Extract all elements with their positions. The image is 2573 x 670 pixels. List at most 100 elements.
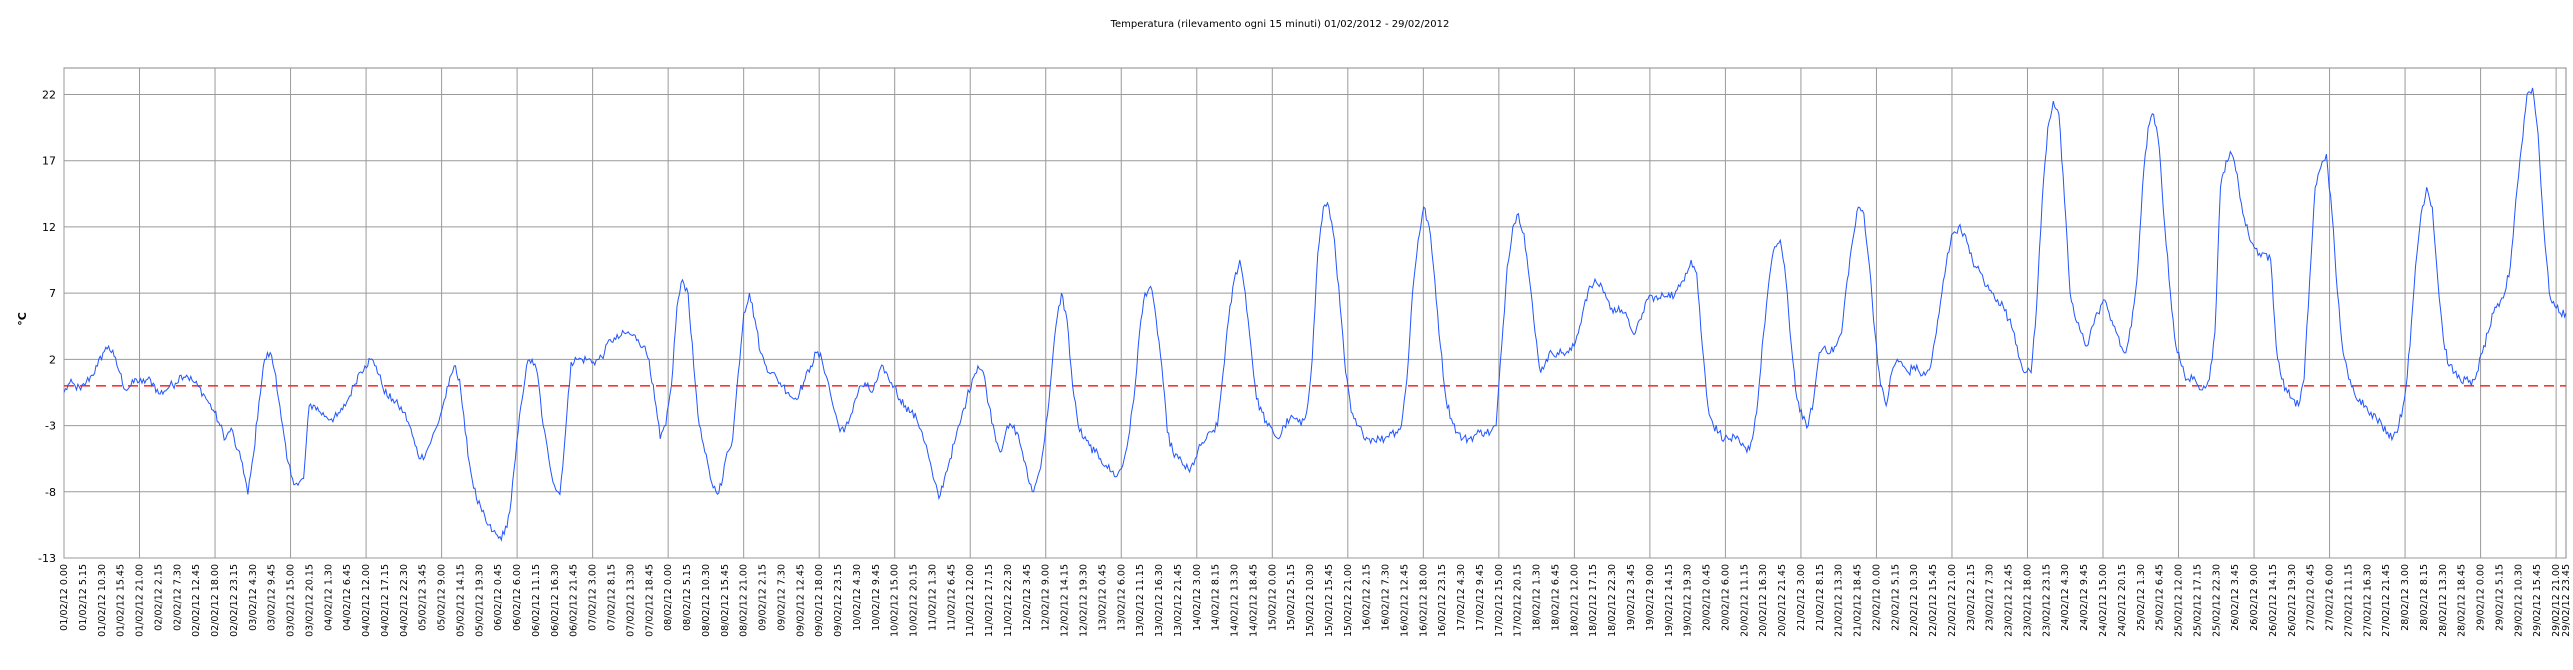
x-tick-label: 13/02/12 0.45 (1097, 564, 1108, 631)
x-tick-label: 20/02/12 0.45 (1702, 564, 1713, 631)
x-tick-label: 27/02/12 11.15 (2343, 564, 2354, 637)
x-tick-label: 06/02/12 6.00 (512, 564, 523, 631)
x-tick-label: 02/02/12 12.45 (191, 564, 202, 637)
x-tick-label: 07/02/12 3.00 (588, 564, 599, 631)
x-tick-label: 28/02/12 3.00 (2400, 564, 2411, 631)
x-tick-label: 01/02/12 21.00 (135, 564, 146, 637)
x-tick-label: 04/02/12 12.00 (361, 564, 372, 637)
x-tick-label: 03/02/12 9.45 (267, 564, 278, 631)
x-tick-label: 07/02/12 8.15 (607, 564, 618, 631)
x-tick-label: 02/02/12 7.30 (172, 564, 183, 631)
x-tick-label: 11/02/12 1.30 (927, 564, 938, 631)
x-tick-label: 20/02/12 11.15 (1739, 564, 1750, 637)
x-tick-label: 12/02/12 14.15 (1060, 564, 1071, 637)
x-tick-label: 16/02/12 23.15 (1437, 564, 1448, 637)
x-tick-label: 16/02/12 7.30 (1381, 564, 1392, 631)
x-tick-label: 18/02/12 22.30 (1607, 564, 1618, 637)
x-tick-label: 26/02/12 9.00 (2249, 564, 2260, 631)
x-tick-label: 14/02/12 13.30 (1230, 564, 1241, 637)
x-tick-label: 19/02/12 3.45 (1626, 564, 1637, 631)
x-tick-label: 06/02/12 0.45 (493, 564, 504, 631)
x-tick-label: 27/02/12 21.45 (2381, 564, 2392, 637)
x-tick-label: 24/02/12 20.15 (2117, 564, 2128, 637)
x-tick-label: 10/02/12 20.15 (909, 564, 920, 637)
x-tick-label: 06/02/12 16.30 (550, 564, 561, 637)
x-tick-label: 14/02/12 8.15 (1211, 564, 1222, 631)
x-tick-label: 07/02/12 18.45 (644, 564, 655, 637)
x-tick-label: 02/02/12 18.00 (210, 564, 221, 637)
x-tick-label: 20/02/12 16.30 (1758, 564, 1769, 637)
x-tick-label: 28/02/12 13.30 (2438, 564, 2449, 637)
x-tick-label: 08/02/12 15.45 (720, 564, 731, 637)
x-tick-label: 05/02/12 14.15 (455, 564, 466, 637)
x-tick-label: 02/02/12 23.15 (229, 564, 240, 637)
x-tick-label: 20/02/12 21.45 (1777, 564, 1788, 637)
x-tick-label: 23/02/12 7.30 (1985, 564, 1996, 631)
x-tick-label: 15/02/12 10.30 (1305, 564, 1316, 637)
x-tick-label: 13/02/12 6.00 (1116, 564, 1127, 631)
x-tick-label: 25/02/12 1.30 (2136, 564, 2147, 631)
x-tick-label: 01/02/12 15.45 (116, 564, 127, 637)
x-tick-label: 11/02/12 6.45 (946, 564, 957, 631)
x-tick-label: 08/02/12 10.30 (701, 564, 712, 637)
x-tick-label: 15/02/12 21.00 (1343, 564, 1354, 637)
x-tick-label: 21/02/12 13.30 (1834, 564, 1845, 637)
x-tick-label: 23/02/12 12.45 (2004, 564, 2015, 637)
x-tick-label: 22/02/12 0.00 (1871, 564, 1882, 631)
x-tick-label: 24/02/12 4.30 (2060, 564, 2071, 631)
x-tick-label: 05/02/12 19.30 (474, 564, 485, 637)
chart-title: Temperatura (rilevamento ogni 15 minuti)… (1110, 19, 1450, 30)
x-tick-label: 19/02/12 14.15 (1664, 564, 1675, 637)
y-tick-label: 17 (42, 155, 56, 168)
x-tick-label: 12/02/12 19.30 (1078, 564, 1089, 637)
x-tick-label: 02/02/12 2.15 (153, 564, 164, 631)
x-tick-label: 01/02/12 10.30 (97, 564, 108, 637)
y-tick-label: -13 (38, 552, 56, 565)
x-tick-label: 16/02/12 12.45 (1399, 564, 1410, 637)
x-tick-label: 11/02/12 17.15 (984, 564, 995, 637)
y-tick-label: 2 (49, 353, 56, 366)
x-tick-label: 25/02/12 17.15 (2192, 564, 2203, 637)
x-tick-label: 06/02/12 11.15 (531, 564, 542, 637)
x-tick-label: 24/02/12 15.00 (2098, 564, 2109, 637)
x-tick-label: 04/02/12 6.45 (342, 564, 353, 631)
x-tick-label: 13/02/12 11.15 (1135, 564, 1146, 637)
x-tick-label: 19/02/12 9.00 (1645, 564, 1656, 631)
x-tick-label: 17/02/12 20.15 (1513, 564, 1524, 637)
x-tick-label: 21/02/12 8.15 (1815, 564, 1826, 631)
y-tick-label: 7 (49, 287, 56, 300)
x-tick-label: 08/02/12 5.15 (682, 564, 693, 631)
x-tick-label: 12/02/12 9.00 (1041, 564, 1052, 631)
x-tick-label: 10/02/12 9.45 (871, 564, 882, 631)
x-tick-label: 18/02/12 1.30 (1532, 564, 1543, 631)
x-tick-label: 11/02/12 12.00 (965, 564, 976, 637)
x-tick-label: 16/02/12 2.15 (1362, 564, 1373, 631)
x-tick-label: 26/02/12 14.15 (2268, 564, 2279, 637)
x-tick-label: 05/02/12 3.45 (418, 564, 429, 631)
x-tick-label: 25/02/12 22.30 (2211, 564, 2222, 637)
x-tick-label: 13/02/12 16.30 (1154, 564, 1165, 637)
y-axis-label: °C (16, 312, 29, 326)
y-tick-label: 12 (42, 221, 56, 234)
x-tick-label: 17/02/12 4.30 (1456, 564, 1467, 631)
x-tick-label: 09/02/12 2.15 (758, 564, 769, 631)
x-tick-label: 27/02/12 6.00 (2325, 564, 2336, 631)
x-tick-label: 11/02/12 22.30 (1003, 564, 1014, 637)
x-tick-label: 20/02/12 6.00 (1720, 564, 1731, 631)
x-tick-label: 04/02/12 17.15 (380, 564, 391, 637)
x-tick-label: 18/02/12 12.00 (1569, 564, 1580, 637)
x-tick-label: 29/02/12 23.45 (2561, 564, 2572, 637)
x-tick-label: 03/02/12 15.00 (286, 564, 297, 637)
x-tick-label: 07/02/12 13.30 (625, 564, 636, 637)
x-tick-label: 18/02/12 17.15 (1588, 564, 1599, 637)
x-tick-label: 12/02/12 3.45 (1022, 564, 1033, 631)
x-tick-label: 06/02/12 21.45 (569, 564, 580, 637)
x-tick-label: 23/02/12 18.00 (2022, 564, 2033, 637)
x-tick-label: 08/02/12 21.00 (739, 564, 750, 637)
x-tick-label: 15/02/12 5.15 (1286, 564, 1297, 631)
x-tick-label: 19/02/12 19.30 (1683, 564, 1694, 637)
x-tick-label: 24/02/12 9.45 (2079, 564, 2090, 631)
x-tick-label: 26/02/12 3.45 (2230, 564, 2241, 631)
x-tick-label: 01/02/12 0.00 (59, 564, 70, 631)
